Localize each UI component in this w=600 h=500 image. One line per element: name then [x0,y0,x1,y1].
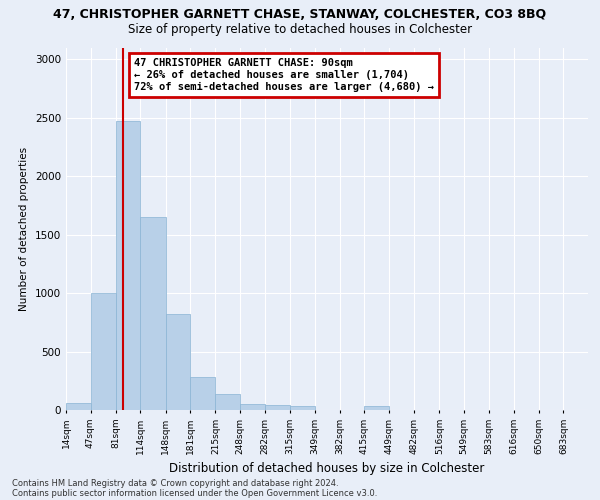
X-axis label: Distribution of detached houses by size in Colchester: Distribution of detached houses by size … [169,462,485,475]
Bar [190,378,215,410]
Bar [364,406,389,410]
Bar [140,217,166,410]
Text: Contains public sector information licensed under the Open Government Licence v3: Contains public sector information licen… [12,488,377,498]
Bar [66,403,91,410]
Bar [91,293,116,410]
Bar [215,394,240,410]
Text: Contains HM Land Registry data © Crown copyright and database right 2024.: Contains HM Land Registry data © Crown c… [12,478,338,488]
Bar [116,121,140,410]
Text: 47, CHRISTOPHER GARNETT CHASE, STANWAY, COLCHESTER, CO3 8BQ: 47, CHRISTOPHER GARNETT CHASE, STANWAY, … [53,8,547,20]
Text: 47 CHRISTOPHER GARNETT CHASE: 90sqm
← 26% of detached houses are smaller (1,704): 47 CHRISTOPHER GARNETT CHASE: 90sqm ← 26… [134,58,434,92]
Bar [290,406,315,410]
Bar [265,404,290,410]
Bar [166,314,190,410]
Y-axis label: Number of detached properties: Number of detached properties [19,146,29,311]
Text: Size of property relative to detached houses in Colchester: Size of property relative to detached ho… [128,22,472,36]
Bar [240,404,265,410]
